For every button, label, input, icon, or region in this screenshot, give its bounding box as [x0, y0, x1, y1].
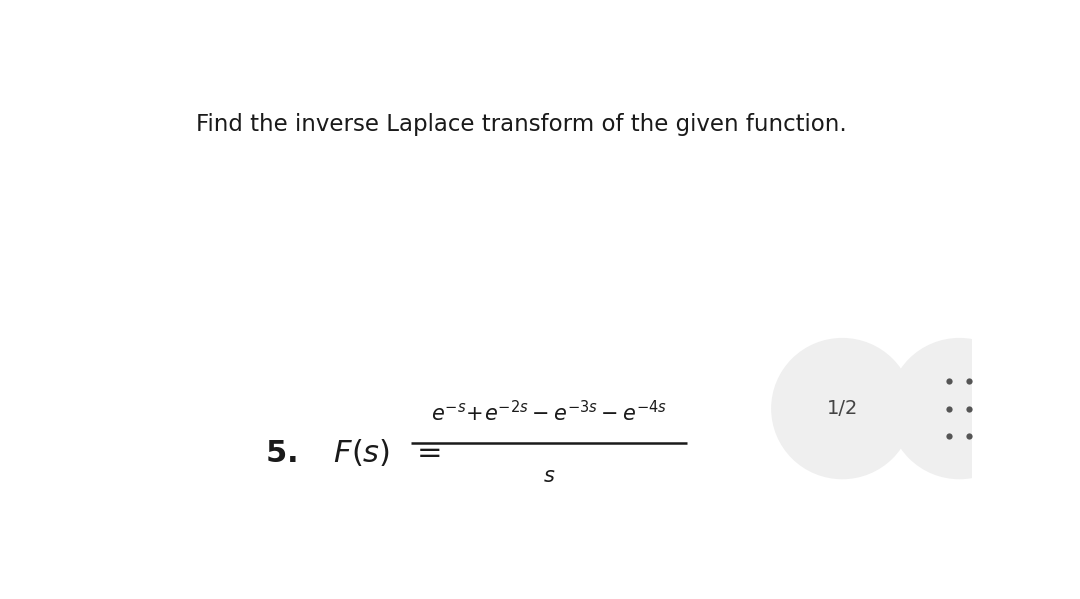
- Ellipse shape: [771, 338, 914, 479]
- Text: $s$: $s$: [543, 466, 555, 486]
- Text: 1/2: 1/2: [826, 399, 858, 418]
- Ellipse shape: [888, 338, 1030, 479]
- Text: $e^{-s}\!+\!e^{-2s}-e^{-3s}-e^{-4s}$: $e^{-s}\!+\!e^{-2s}-e^{-3s}-e^{-4s}$: [431, 400, 667, 425]
- Text: Find the inverse Laplace transform of the given function.: Find the inverse Laplace transform of th…: [197, 113, 847, 137]
- Text: $\mathbf{5.}$$\quad$$\mathit{F}$$(s)$$\ \ =$: $\mathbf{5.}$$\quad$$\mathit{F}$$(s)$$\ …: [265, 437, 441, 468]
